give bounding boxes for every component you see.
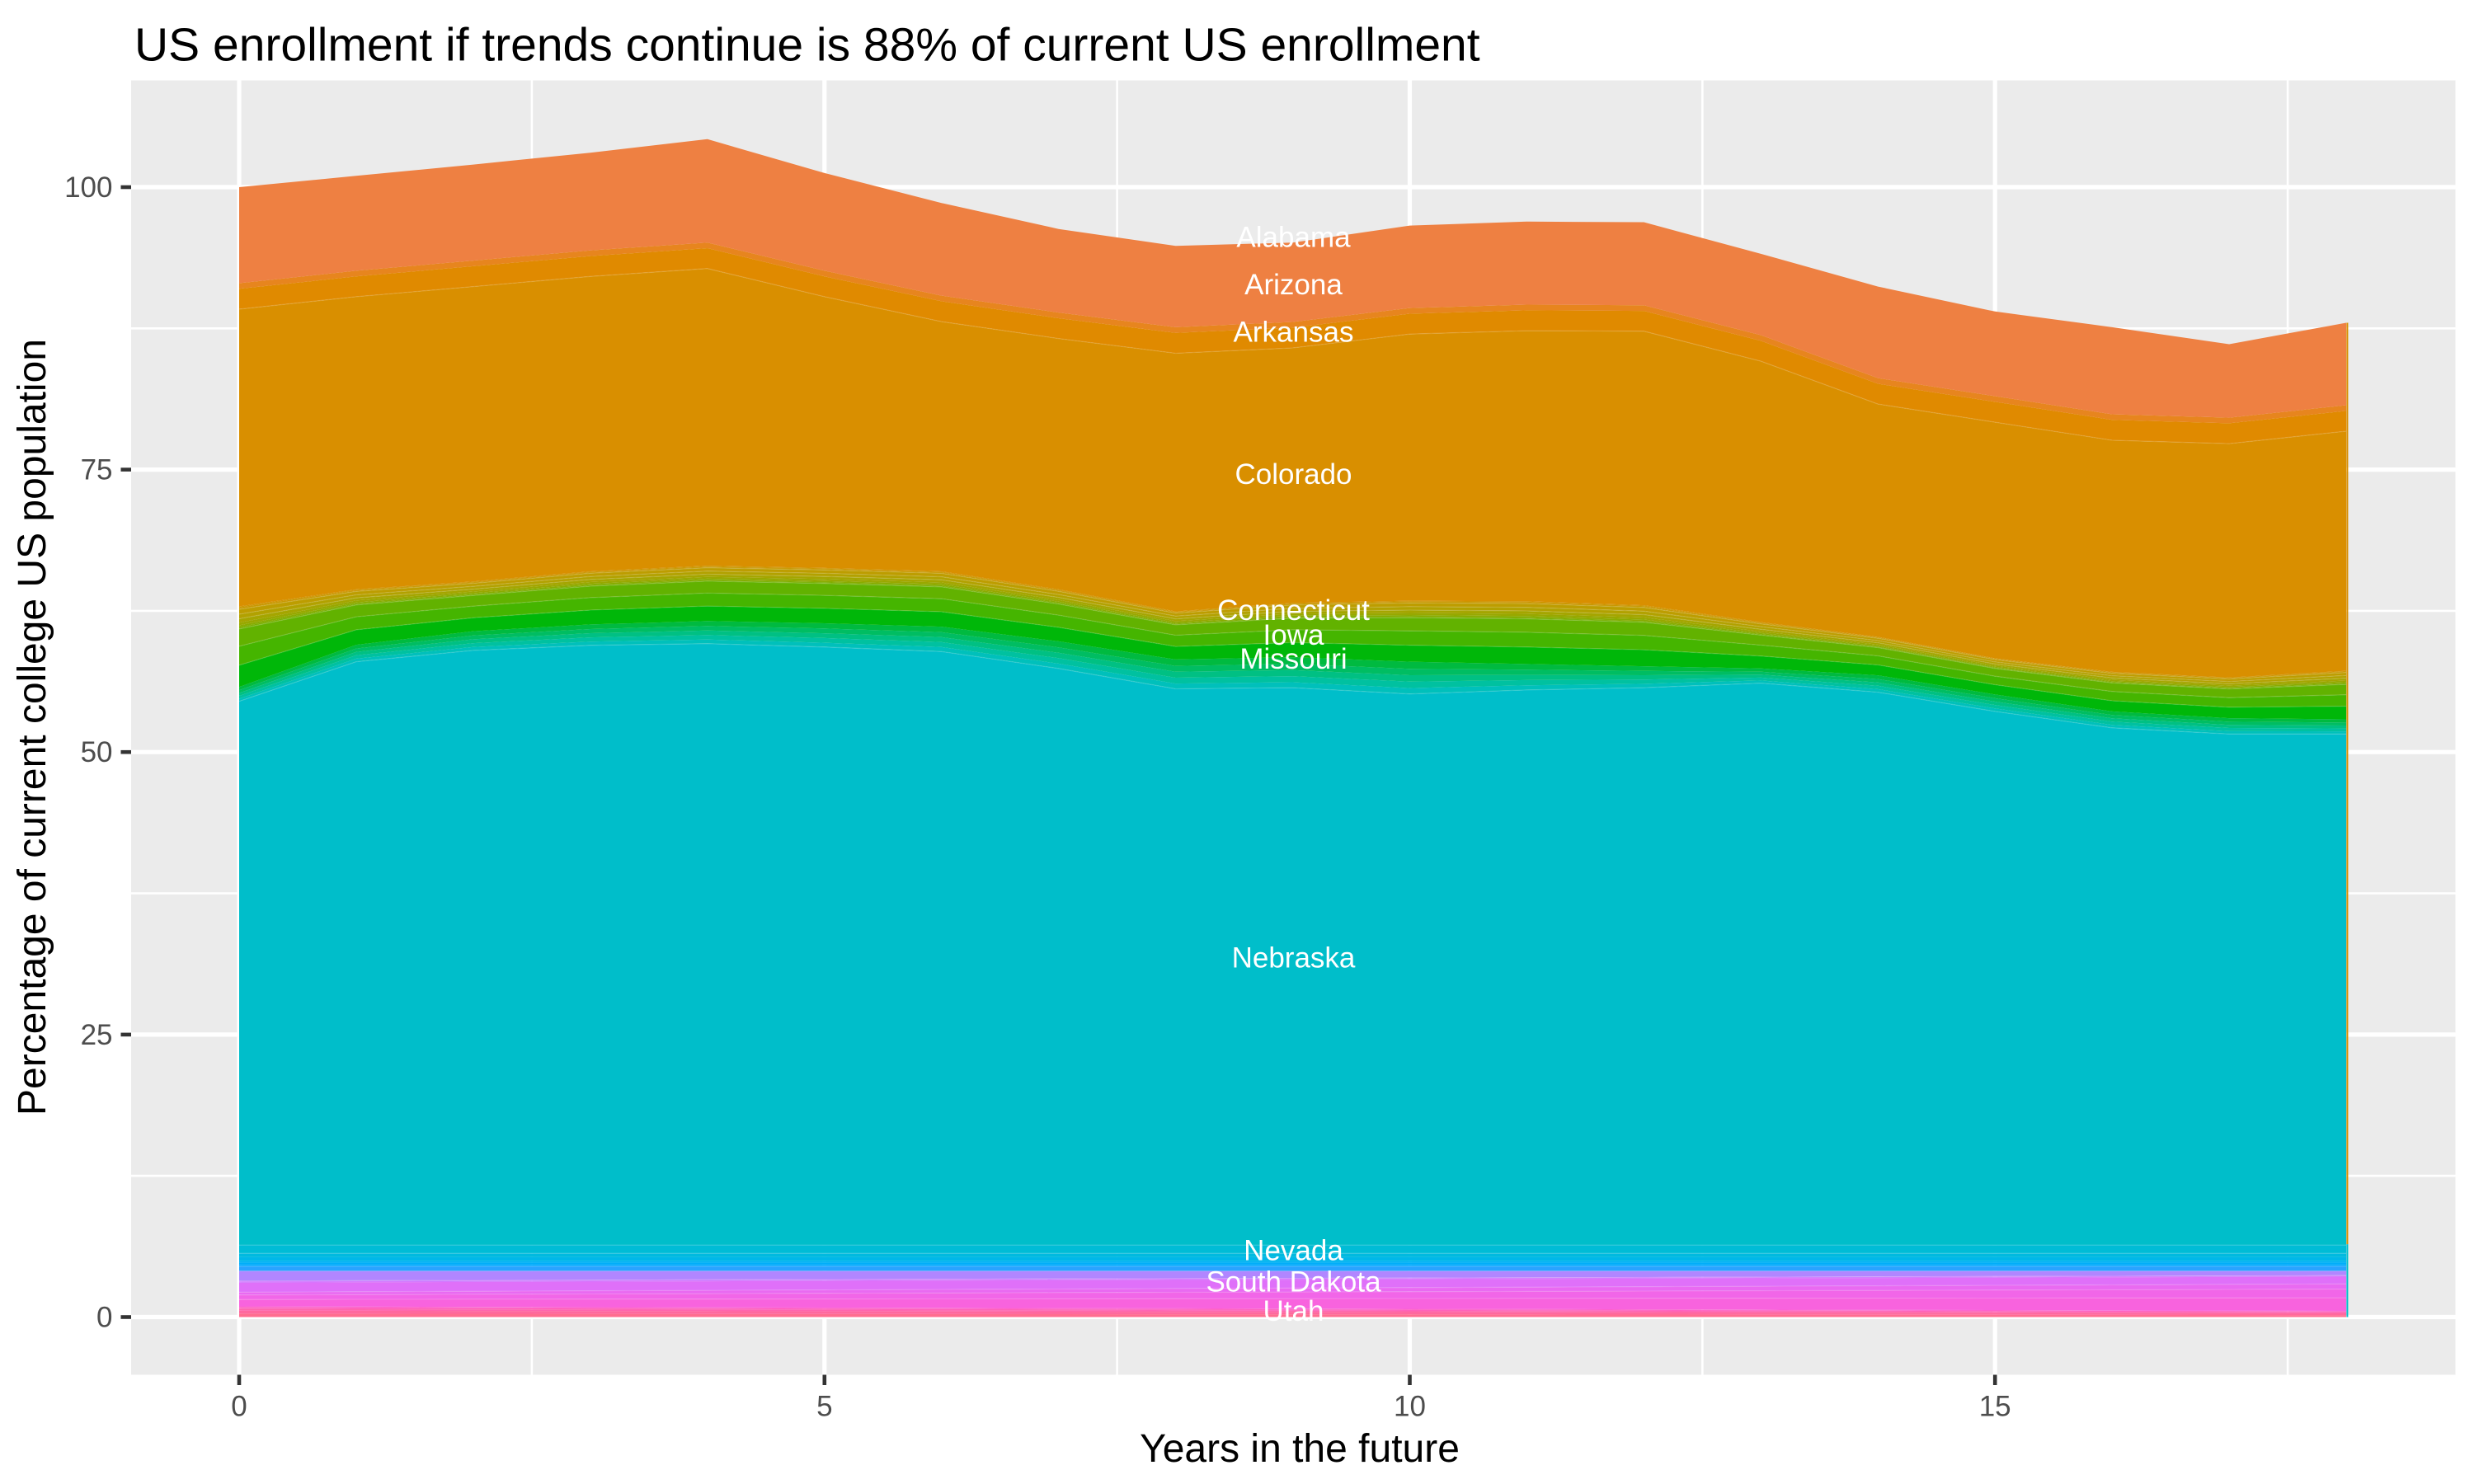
- svg-text:5: 5: [816, 1391, 832, 1423]
- svg-text:Iowa: Iowa: [1263, 619, 1324, 651]
- svg-text:Percentage of current college: Percentage of current college US populat…: [11, 339, 54, 1115]
- svg-text:Alabama: Alabama: [1236, 222, 1351, 254]
- svg-text:75: 75: [81, 454, 113, 486]
- svg-text:Arizona: Arizona: [1244, 269, 1343, 301]
- svg-text:0: 0: [231, 1391, 247, 1423]
- svg-text:Colorado: Colorado: [1235, 458, 1352, 491]
- svg-text:50: 50: [81, 736, 113, 768]
- svg-text:100: 100: [64, 171, 112, 204]
- svg-text:Nebraska: Nebraska: [1232, 942, 1356, 974]
- svg-text:Connecticut: Connecticut: [1217, 594, 1370, 627]
- svg-text:10: 10: [1394, 1391, 1426, 1423]
- svg-text:US enrollment if trends contin: US enrollment if trends continue is 88% …: [134, 18, 1480, 71]
- svg-text:Utah: Utah: [1263, 1295, 1324, 1327]
- svg-text:Missouri: Missouri: [1239, 643, 1347, 675]
- svg-text:Nevada: Nevada: [1244, 1235, 1343, 1267]
- svg-text:25: 25: [81, 1019, 113, 1051]
- svg-text:Years in the future: Years in the future: [1140, 1427, 1460, 1471]
- svg-text:South Dakota: South Dakota: [1206, 1266, 1381, 1298]
- svg-text:Arkansas: Arkansas: [1234, 317, 1354, 349]
- svg-text:0: 0: [96, 1302, 112, 1334]
- svg-text:15: 15: [1979, 1391, 2011, 1423]
